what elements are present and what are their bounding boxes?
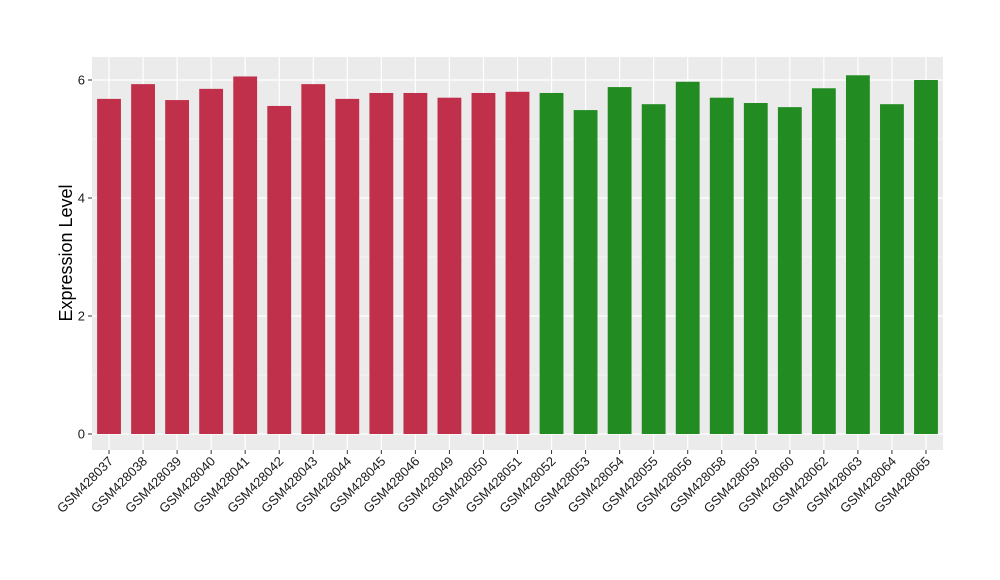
bar-GSM428064: [880, 104, 904, 434]
bar-GSM428041: [233, 76, 258, 435]
y-tick-label: 4: [78, 191, 85, 206]
bar-GSM428065: [914, 80, 938, 434]
bar-GSM428043: [301, 84, 326, 434]
bar-GSM428058: [709, 97, 734, 434]
bar-GSM428052: [539, 92, 564, 434]
bar-GSM428055: [641, 104, 666, 434]
bar-GSM428039: [165, 100, 190, 434]
bar-GSM428051: [505, 91, 530, 435]
bar-GSM428054: [607, 87, 632, 434]
x-axis: GSM428037GSM428038GSM428039GSM428040GSM4…: [54, 450, 933, 516]
y-axis-title: Expression Level: [56, 184, 76, 321]
bar-GSM428046: [403, 92, 428, 434]
bar-GSM428062: [811, 88, 836, 434]
bar-GSM428053: [573, 110, 598, 434]
y-tick-label: 2: [78, 309, 85, 324]
bar-GSM428060: [777, 107, 802, 434]
bar-GSM428056: [675, 81, 700, 435]
y-axis: 0 2 4 6: [78, 73, 92, 442]
bar-GSM428038: [131, 84, 155, 434]
bar-GSM428049: [437, 97, 462, 434]
y-tick-label: 6: [78, 73, 85, 88]
bar-GSM428044: [335, 98, 360, 434]
bar-GSM428050: [471, 92, 496, 434]
bar-GSM428063: [845, 75, 870, 434]
y-tick-label: 0: [78, 427, 85, 442]
bar-GSM428042: [267, 105, 292, 435]
bars: [97, 75, 938, 435]
bar-GSM428040: [199, 88, 224, 434]
bar-GSM428059: [743, 103, 768, 434]
bar-GSM428045: [369, 92, 394, 434]
bar-GSM428037: [97, 98, 121, 434]
